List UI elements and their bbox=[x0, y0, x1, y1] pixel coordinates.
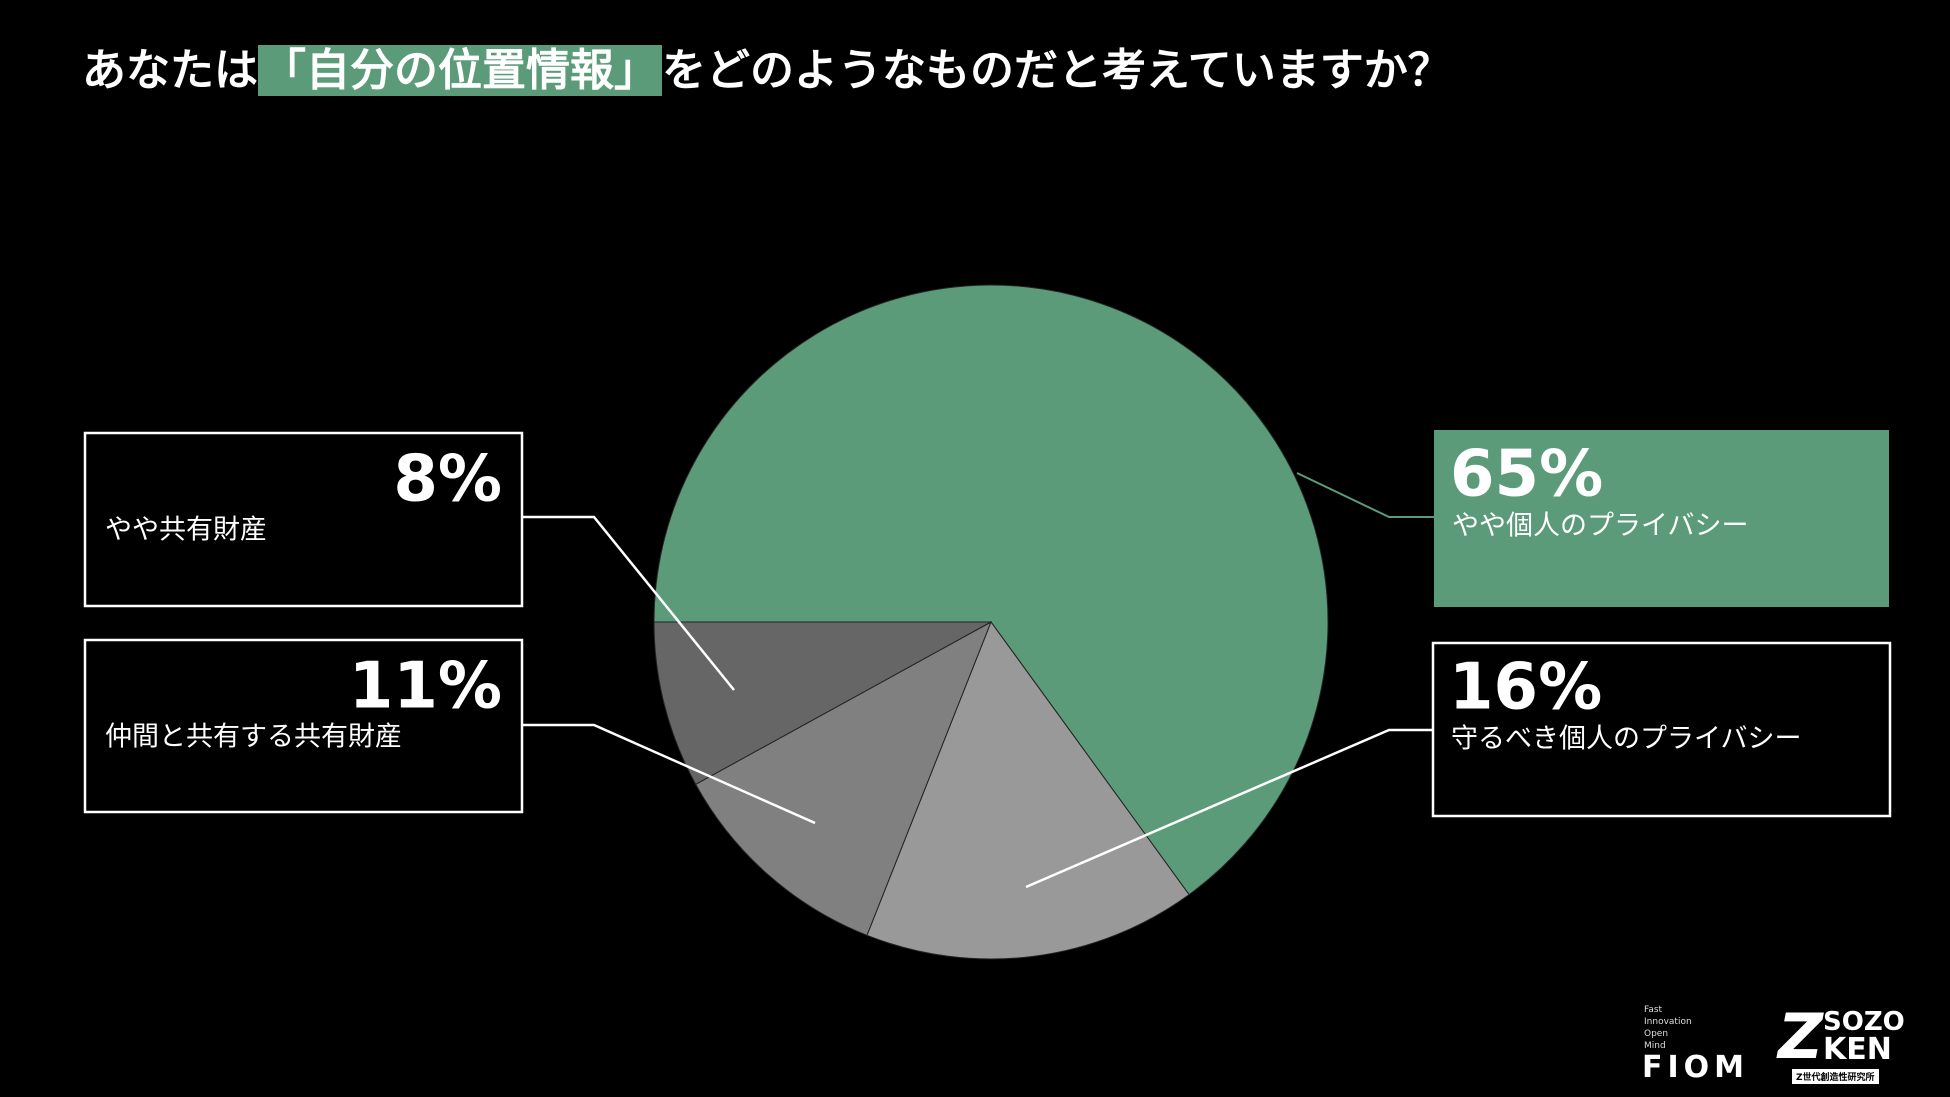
pie-slice bbox=[695, 620, 992, 936]
title-part: あなたは bbox=[82, 45, 258, 96]
title-highlight: 「自分の位置情報」 bbox=[258, 45, 662, 96]
sozo-mark: Z bbox=[1778, 1000, 1823, 1073]
category-label: やや共有財産 bbox=[105, 515, 267, 546]
label-box bbox=[1431, 641, 1892, 818]
percent-label: 8% bbox=[393, 443, 502, 517]
leader-line bbox=[1296, 472, 1434, 518]
chart-title: あなたは「自分の位置情報」をどのようなものだと考えていますか？ bbox=[82, 40, 1452, 102]
percent-label: 65% bbox=[1450, 438, 1603, 512]
category-label: やや個人のプライバシー bbox=[1452, 511, 1748, 542]
percent-label: 16% bbox=[1449, 651, 1602, 725]
fiom-tagline: Fast Innovation Open Mind bbox=[1644, 1004, 1692, 1052]
label-box bbox=[1434, 430, 1889, 607]
leader-line bbox=[1025, 728, 1433, 889]
leader-line bbox=[522, 723, 816, 825]
tagline-word: Fast bbox=[1644, 1005, 1663, 1015]
sozo-text: SOZO bbox=[1823, 1007, 1905, 1037]
label-box bbox=[83, 638, 524, 814]
pie-slice bbox=[866, 620, 1190, 960]
category-label: 仲間と共有する共有財産 bbox=[105, 722, 402, 753]
ken-text: KEN bbox=[1823, 1032, 1892, 1067]
leader-line bbox=[522, 515, 735, 691]
pie-slice bbox=[653, 284, 1329, 896]
title-part: をどのようなものだと考えていますか？ bbox=[662, 45, 1452, 96]
sozo-subtitle: Z世代創造性研究所 bbox=[1792, 1069, 1879, 1084]
fiom-logo: FIOM bbox=[1642, 1050, 1750, 1085]
category-label: 守るべき個人のプライバシー bbox=[1451, 724, 1801, 755]
tagline-word: Open bbox=[1644, 1029, 1669, 1039]
tagline-word: Mind bbox=[1644, 1041, 1666, 1051]
pie-slice bbox=[653, 621, 992, 786]
percent-label: 11% bbox=[349, 650, 502, 724]
label-box bbox=[83, 431, 524, 608]
tagline-word: Innovation bbox=[1644, 1017, 1692, 1027]
